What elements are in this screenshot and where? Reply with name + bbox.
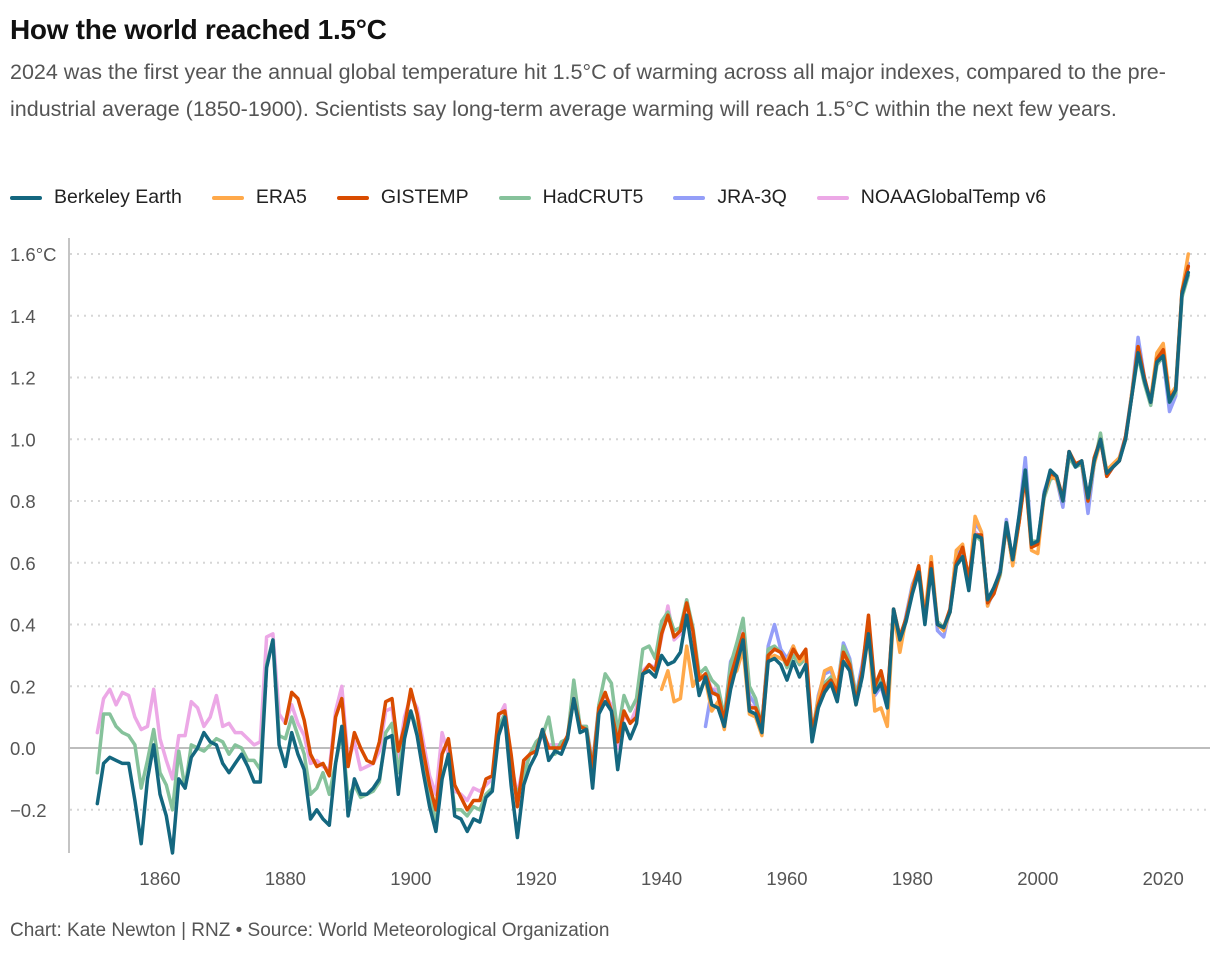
- chart-credit: Chart: Kate Newton | RNZ • Source: World…: [10, 920, 610, 941]
- legend-label: ERA5: [255, 186, 307, 208]
- legend-swatch: [498, 195, 531, 200]
- x-tick-label: 1940: [641, 868, 682, 889]
- x-tick-label: 1860: [139, 868, 180, 889]
- legend-swatch: [816, 195, 849, 200]
- chart-subtitle: 2024 was the first year the annual globa…: [10, 60, 1166, 121]
- legend-item-berkeley-earth: Berkeley Earth: [10, 186, 182, 209]
- legend-label: Berkeley Earth: [54, 186, 182, 208]
- y-tick-label: 0.6: [10, 553, 36, 574]
- y-tick-label: 1.0: [10, 429, 36, 450]
- legend-label: HadCRUT5: [542, 186, 644, 208]
- legend-label: GISTEMP: [380, 186, 469, 208]
- legend-swatch: [673, 195, 706, 200]
- legend-item-era5: ERA5: [211, 186, 307, 209]
- chart-title: How the world reached 1.5°C: [10, 14, 387, 45]
- y-tick-label: 0.4: [10, 615, 36, 636]
- legend-label: JRA-3Q: [717, 186, 787, 208]
- y-tick-label: 0.8: [10, 491, 36, 512]
- x-tick-label: 2000: [1017, 868, 1058, 889]
- y-tick-label: −0.2: [10, 800, 47, 821]
- x-tick-label: 1900: [390, 868, 431, 889]
- series-line-berkeley-earth: [95, 270, 1191, 855]
- x-tick-label: 1960: [766, 868, 807, 889]
- series-line-noaaglobaltemp-v6: [95, 264, 1191, 803]
- legend: Berkeley Earth ERA5 GISTEMP HadCRUT5 JRA…: [10, 186, 1076, 209]
- x-tick-label: 1880: [265, 868, 306, 889]
- y-tick-label: 1.6°C: [10, 244, 56, 265]
- legend-swatch: [10, 195, 42, 200]
- y-tick-label: 0.2: [10, 676, 36, 697]
- series-line-era5: [659, 252, 1191, 741]
- x-tick-label: 1920: [516, 868, 557, 889]
- legend-item-hadcrut5: HadCRUT5: [498, 186, 644, 209]
- legend-item-jra-3q: JRA-3Q: [673, 186, 787, 209]
- series-line-gistemp: [283, 264, 1191, 812]
- y-tick-label: 0.0: [10, 738, 36, 759]
- legend-item-gistemp: GISTEMP: [336, 186, 469, 209]
- legend-item-noaaglobaltemp: NOAAGlobalTemp v6: [816, 186, 1047, 209]
- legend-label: NOAAGlobalTemp v6: [860, 186, 1047, 208]
- legend-swatch: [336, 195, 369, 200]
- y-tick-label: 1.4: [10, 306, 36, 327]
- x-tick-label: 1980: [892, 868, 933, 889]
- y-tick-label: 1.2: [10, 368, 36, 389]
- x-tick-label: 2020: [1143, 868, 1184, 889]
- legend-swatch: [211, 195, 244, 200]
